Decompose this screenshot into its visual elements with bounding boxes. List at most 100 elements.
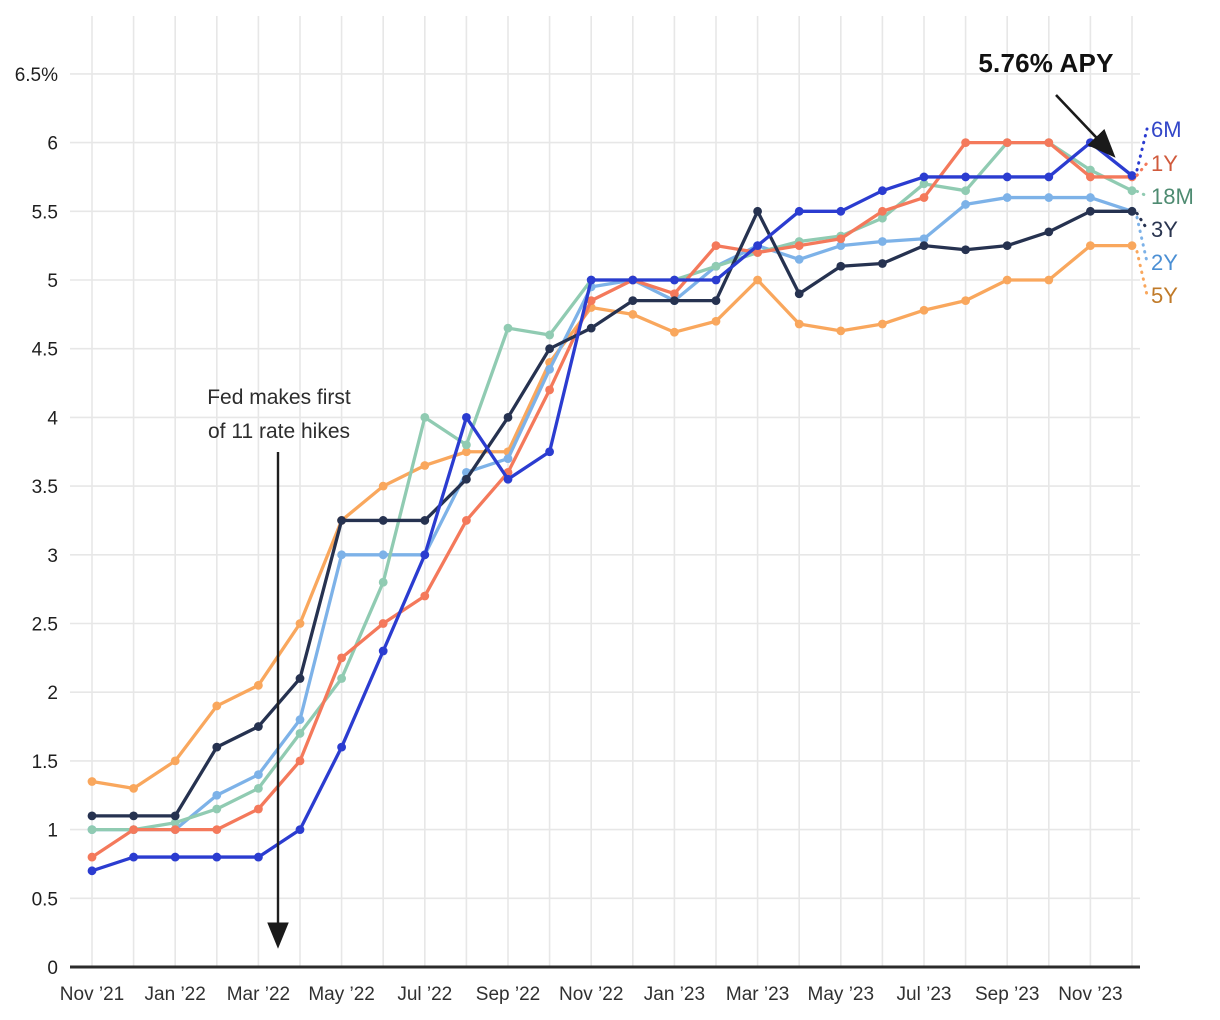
data-point: [462, 440, 471, 450]
legend-connector: [1135, 250, 1149, 297]
svg-text:May ’23: May ’23: [808, 984, 875, 1005]
data-point: [1044, 275, 1054, 285]
data-point: [961, 172, 970, 182]
data-point: [254, 770, 263, 780]
data-point: [87, 777, 97, 786]
svg-text:Nov ’22: Nov ’22: [559, 984, 623, 1005]
svg-text:6: 6: [47, 134, 58, 155]
data-point: [545, 344, 554, 354]
data-point: [1127, 171, 1137, 180]
series-line: [90, 140, 1134, 859]
legend-label-18M: 18M: [1151, 184, 1194, 209]
data-point: [961, 200, 970, 209]
legend-label-3Y: 3Y: [1151, 217, 1178, 242]
data-point: [170, 852, 180, 862]
data-point: [1002, 172, 1012, 182]
data-point: [878, 237, 887, 246]
data-point: [836, 241, 846, 251]
data-point: [462, 516, 471, 525]
data-point: [753, 206, 762, 216]
data-point: [753, 248, 762, 257]
legend: 6M 1Y 18M 3Y 2Y 5Y: [1135, 117, 1194, 308]
svg-text:Jan ’23: Jan ’23: [644, 984, 705, 1005]
data-point: [711, 241, 721, 251]
data-point: [378, 577, 388, 587]
data-point: [1127, 186, 1137, 196]
data-point: [794, 289, 804, 299]
data-point: [711, 296, 721, 306]
data-point: [711, 261, 721, 271]
svg-text:Mar ’23: Mar ’23: [726, 984, 789, 1005]
data-point: [961, 245, 970, 255]
series-5Y: [87, 241, 1137, 793]
data-point: [170, 818, 180, 828]
svg-text:2.5: 2.5: [32, 615, 58, 636]
data-point: [462, 413, 471, 422]
data-point: [878, 259, 887, 268]
data-point: [794, 206, 804, 216]
series-line: [90, 243, 1134, 791]
data-point: [254, 783, 263, 793]
data-point: [1002, 138, 1012, 148]
data-point: [878, 319, 887, 329]
data-point: [878, 206, 887, 216]
data-point: [919, 241, 929, 251]
svg-text:Nov ’23: Nov ’23: [1058, 984, 1122, 1005]
svg-text:Nov ’21: Nov ’21: [60, 984, 124, 1005]
series-line: [90, 209, 1134, 818]
apy-callout-arrow: [1055, 94, 1116, 158]
data-point: [87, 866, 97, 876]
data-point: [462, 474, 471, 484]
data-point: [545, 330, 554, 340]
svg-text:May ’22: May ’22: [308, 984, 375, 1005]
svg-text:5: 5: [47, 271, 58, 292]
data-point: [670, 296, 679, 306]
svg-text:0.5: 0.5: [32, 889, 58, 910]
data-point: [670, 289, 679, 299]
series-3Y: [87, 206, 1137, 821]
data-point: [295, 715, 305, 725]
data-point: [337, 550, 346, 560]
data-point: [1086, 138, 1095, 148]
svg-text:Jul ’22: Jul ’22: [397, 984, 452, 1005]
data-point: [295, 729, 305, 738]
svg-text:Jan ’22: Jan ’22: [145, 984, 206, 1005]
series-line: [90, 195, 1134, 832]
legend-connector: [1135, 161, 1149, 177]
data-point: [1086, 172, 1095, 182]
data-point: [961, 296, 970, 306]
data-point: [503, 454, 513, 464]
data-point: [170, 756, 180, 766]
svg-text:6.5%: 6.5%: [15, 65, 58, 86]
svg-text:3.5: 3.5: [32, 477, 58, 498]
data-point: [919, 172, 929, 182]
data-point: [711, 275, 721, 285]
data-point: [337, 516, 346, 525]
data-point: [1002, 241, 1012, 251]
fed-callout-line1: Fed makes first: [207, 386, 351, 409]
data-point: [545, 364, 554, 374]
data-point: [254, 722, 263, 731]
legend-label-6M: 6M: [1151, 117, 1182, 142]
data-point: [295, 825, 305, 834]
data-point: [545, 447, 554, 457]
data-point: [586, 296, 596, 306]
data-point: [87, 852, 97, 862]
data-point: [1127, 206, 1137, 216]
data-point: [378, 481, 388, 491]
data-point: [129, 811, 139, 821]
data-point: [1086, 206, 1095, 216]
data-point: [295, 756, 305, 766]
data-point: [628, 296, 638, 306]
data-point: [919, 234, 929, 244]
legend-connector: [1135, 127, 1149, 172]
data-point: [254, 680, 263, 690]
legend-connector: [1135, 211, 1149, 231]
data-point: [420, 550, 430, 560]
data-point: [337, 742, 346, 752]
data-point: [753, 275, 762, 285]
data-point: [212, 852, 222, 862]
svg-text:3: 3: [47, 546, 58, 567]
data-point: [670, 327, 679, 337]
data-point: [1127, 241, 1137, 251]
